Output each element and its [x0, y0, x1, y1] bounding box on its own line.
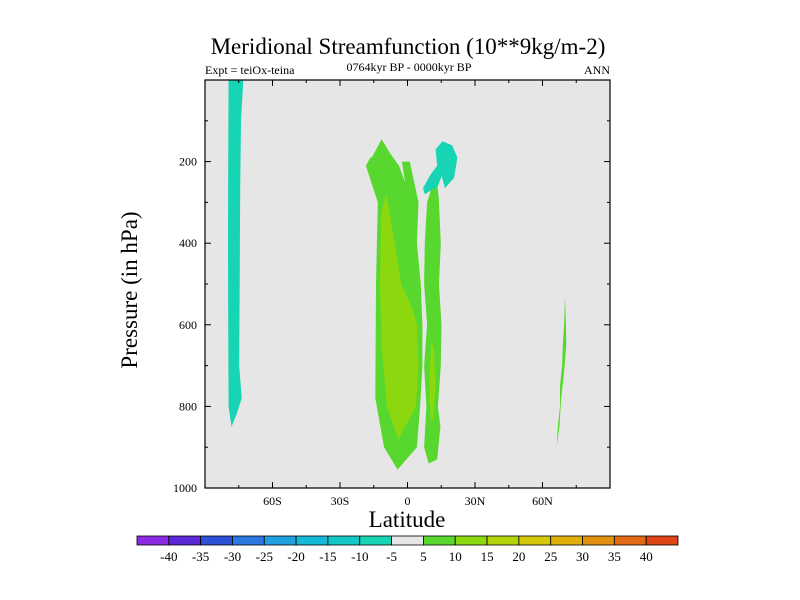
- colorbar-label: -25: [256, 549, 273, 564]
- colorbar-label: 20: [512, 549, 525, 564]
- contour-region-arctic-positive-cell: [556, 296, 567, 448]
- colorbar-box: [359, 535, 392, 546]
- colorbar: [136, 535, 679, 546]
- x-tick-label: 60S: [263, 494, 282, 508]
- colorbar-label: 15: [481, 549, 494, 564]
- chart-subtitle: 0764kyr BP - 0000kyr BP: [347, 60, 472, 74]
- contour-region-tropical-positive-cell-north-core: [429, 341, 436, 423]
- y-axis-label: Pressure (in hPa): [117, 211, 142, 368]
- colorbar-box: [423, 535, 456, 546]
- colorbar-box: [613, 535, 647, 546]
- colorbar-box: [486, 535, 520, 546]
- colorbar-label: 35: [608, 549, 621, 564]
- x-tick-label: 60N: [532, 494, 553, 508]
- colorbar-box: [550, 535, 583, 546]
- colorbar-box: [232, 535, 265, 546]
- x-tick-label: 30N: [465, 494, 486, 508]
- colorbar-box: [645, 535, 679, 546]
- contour-region-upper-negative-cell: [423, 141, 458, 195]
- x-tick-label: 0: [405, 494, 411, 508]
- colorbar-label: -40: [160, 549, 177, 564]
- contour-regions: [228, 80, 567, 470]
- y-tick-label: 800: [179, 399, 197, 413]
- y-tick-label: 600: [179, 318, 197, 332]
- colorbar-box: [454, 535, 488, 546]
- colorbar-label: -5: [386, 549, 397, 564]
- x-axis-label: Latitude: [369, 507, 446, 532]
- colorbar-label: 5: [420, 549, 427, 564]
- colorbar-label: -35: [192, 549, 209, 564]
- colorbar-labels: -40 -35 -30 -25 -20 -15 -10 -5 5 10 15 20 25 30 35 40: [160, 549, 653, 564]
- colorbar-box: [295, 535, 329, 546]
- contour-region-antarctic-negative-cell: [228, 80, 244, 427]
- colorbar-label: 40: [640, 549, 653, 564]
- colorbar-label: -30: [224, 549, 241, 564]
- colorbar-box: [582, 535, 615, 546]
- colorbar-box: [136, 535, 170, 546]
- y-tick-label: 1000: [173, 481, 197, 495]
- left-label: Expt = teiOx-teina: [205, 63, 295, 77]
- contour-region-tropical-positive-cell-north: [424, 173, 442, 464]
- tick-labels: 60S 30S 0 30N 60N 200 400 600 800 1000: [173, 155, 553, 508]
- colorbar-box: [518, 535, 552, 546]
- chart-title: Meridional Streamfunction (10**9kg/m-2): [211, 34, 606, 59]
- colorbar-box: [263, 535, 297, 546]
- colorbar-label: 10: [449, 549, 462, 564]
- colorbar-label: -20: [287, 549, 304, 564]
- y-tick-label: 400: [179, 236, 197, 250]
- x-tick-label: 30S: [331, 494, 350, 508]
- y-tick-label: 200: [179, 155, 197, 169]
- colorbar-box: [391, 535, 424, 546]
- colorbar-label: -15: [319, 549, 336, 564]
- colorbar-label: 30: [576, 549, 589, 564]
- colorbar-box: [168, 535, 202, 546]
- colorbar-label: 25: [544, 549, 557, 564]
- colorbar-label: -10: [351, 549, 368, 564]
- right-label: ANN: [584, 63, 610, 77]
- contour-region-tropical-positive-cell-south-core: [380, 194, 419, 439]
- plot-frame: [204, 79, 611, 489]
- colorbar-box: [327, 535, 361, 546]
- colorbar-box: [200, 535, 233, 546]
